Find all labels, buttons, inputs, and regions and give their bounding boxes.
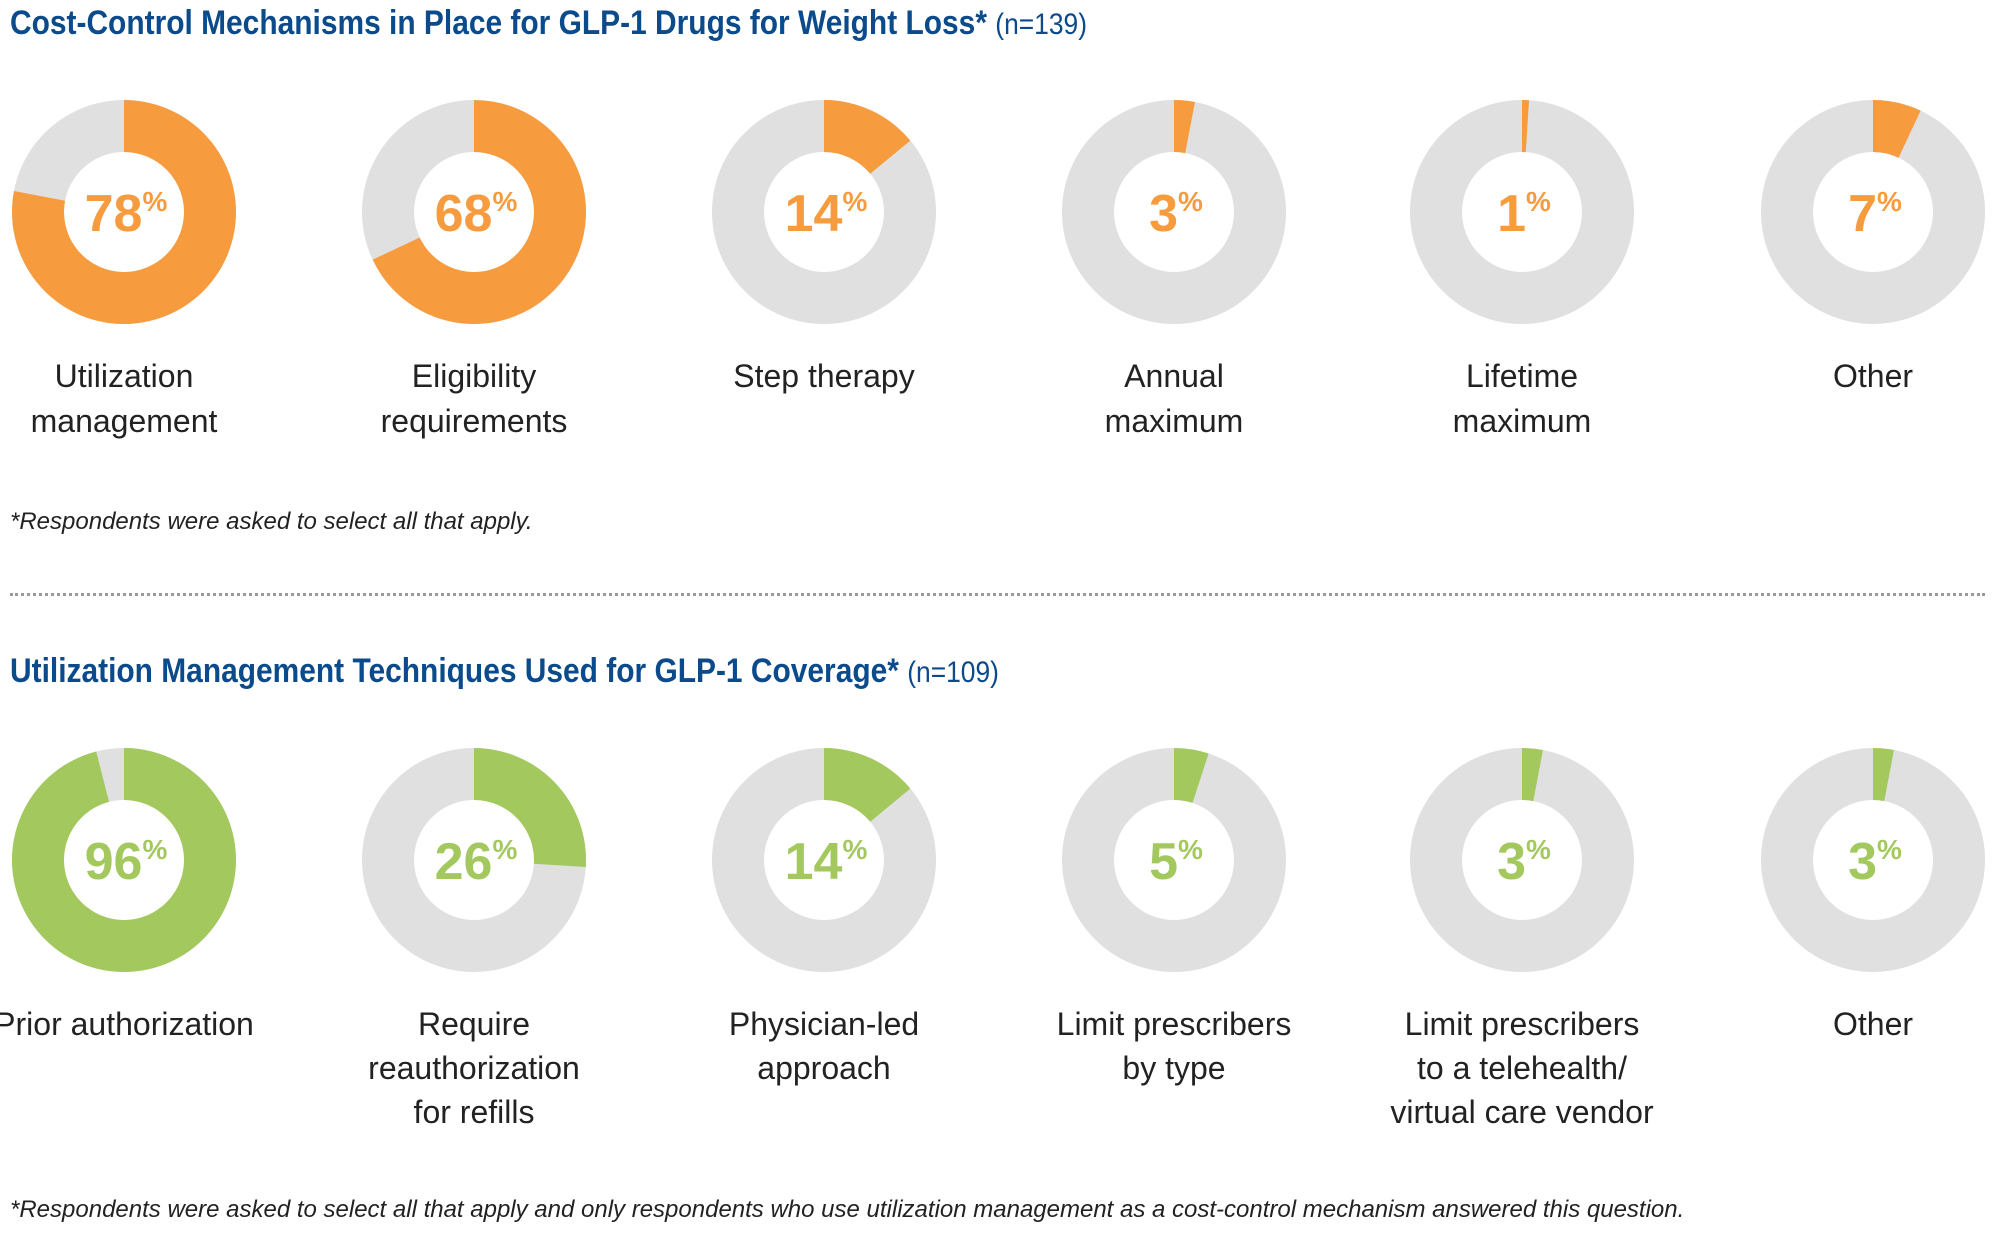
section-divider — [10, 593, 1985, 596]
section-2-sample-size: (n=109) — [907, 656, 999, 689]
section-1-sample-size: (n=139) — [995, 8, 1088, 41]
donut-value-segment — [1522, 748, 1543, 802]
donut-2-3: 14% — [712, 748, 936, 972]
donut-percent-label: 3% — [1149, 185, 1203, 243]
donut-percent-label: 5% — [1149, 833, 1203, 891]
category-label-1-2: Eligibility requirements — [380, 358, 568, 439]
donut-1-2: 68% — [362, 100, 586, 324]
section-2-title: Utilization Management Techniques Used f… — [10, 652, 999, 691]
category-label-2-4: Limit prescribers by type — [1056, 1006, 1292, 1086]
donut-percent-label: 14% — [785, 833, 868, 891]
utilization-management-donut-charts: 96% 26% 14% 5% 3% 3% — [0, 748, 2000, 1148]
donut-value-segment — [824, 100, 911, 174]
section-2-footnote: *Respondents were asked to select all th… — [10, 1196, 1685, 1223]
donut-value-segment — [824, 748, 911, 822]
donut-1-4: 3% — [1062, 100, 1286, 324]
section-1-title-text: Cost-Control Mechanisms in Place for GLP… — [10, 4, 987, 42]
donut-2-5: 3% — [1410, 748, 1634, 972]
cost-control-donut-charts: 78% 68% 14% 3% 1% 7% — [0, 100, 2000, 440]
donut-1-6: 7% — [1761, 100, 1985, 324]
donut-value-segment — [474, 748, 586, 868]
donut-value-segment — [372, 100, 586, 324]
donut-1-1: 78% — [12, 100, 237, 324]
category-label-2-3: Physician-led approach — [728, 1006, 920, 1086]
utilization-management-donut-svg: 96% 26% 14% 5% 3% 3% — [11, 748, 1985, 972]
donut-value-segment — [11, 748, 236, 972]
category-label-1-1: Utilization management — [30, 358, 218, 439]
category-label-2-5: Limit prescribers to a telehealth/ virtu… — [1390, 1006, 1654, 1130]
category-label-1-6: Other — [1832, 358, 1914, 394]
donut-value-segment — [1522, 100, 1530, 153]
donut-percent-label: 1% — [1497, 185, 1551, 243]
donut-percent-label: 14% — [785, 185, 868, 243]
cost-control-donut-svg: 78% 68% 14% 3% 1% 7% — [12, 100, 1985, 324]
donut-2-1: 96% — [11, 748, 236, 972]
donut-percent-label: 96% — [85, 833, 168, 891]
section-1-title: Cost-Control Mechanisms in Place for GLP… — [10, 4, 1087, 43]
category-label-1-5: Lifetime maximum — [1452, 358, 1592, 439]
donut-1-5: 1% — [1410, 100, 1634, 324]
donut-2-6: 3% — [1761, 748, 1985, 972]
donut-1-3: 14% — [712, 100, 936, 324]
section-2-title-text: Utilization Management Techniques Used f… — [10, 652, 899, 690]
category-label-2-1: Prior authorization — [0, 1006, 254, 1042]
donut-value-segment — [1873, 100, 1921, 158]
donut-value-segment — [1873, 748, 1894, 802]
donut-percent-label: 68% — [435, 185, 518, 243]
donut-value-segment — [1174, 748, 1209, 803]
donut-percent-label: 7% — [1848, 185, 1902, 243]
donut-value-segment — [12, 100, 237, 324]
donut-percent-label: 26% — [435, 833, 518, 891]
donut-value-segment — [1174, 100, 1195, 154]
donut-percent-label: 78% — [85, 185, 168, 243]
category-label-1-4: Annual maximum — [1104, 358, 1244, 439]
donut-percent-label: 3% — [1497, 833, 1551, 891]
category-label-1-3: Step therapy — [733, 358, 915, 394]
category-label-2-6: Other — [1832, 1006, 1914, 1042]
donut-percent-label: 3% — [1848, 833, 1902, 891]
section-1-footnote: *Respondents were asked to select all th… — [10, 508, 533, 535]
category-label-2-2: Require reauthorization for refills — [368, 1006, 580, 1130]
donut-2-2: 26% — [362, 748, 586, 972]
donut-2-4: 5% — [1062, 748, 1286, 972]
